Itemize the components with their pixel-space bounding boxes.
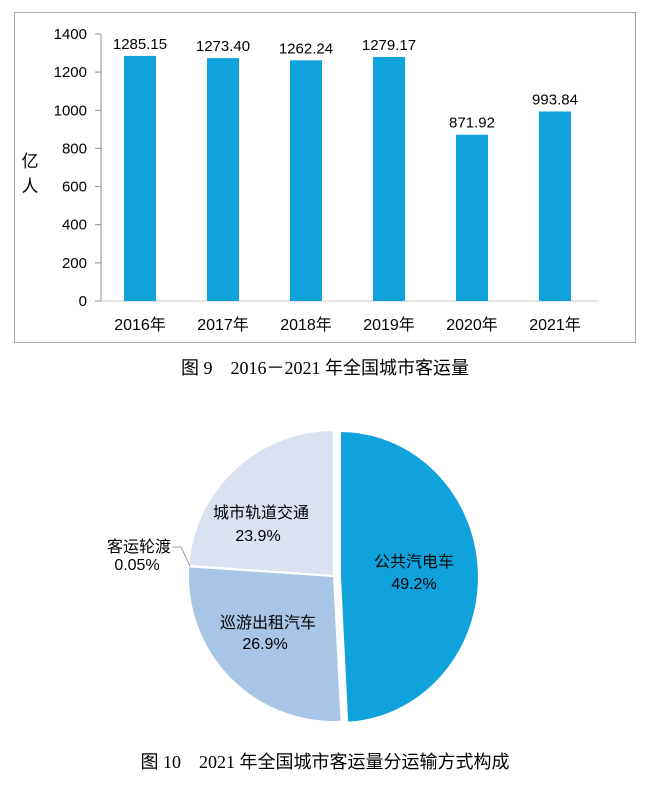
y-axis-unit-label: 人 xyxy=(22,177,39,196)
pie-label-passenger-ferry: 客运轮渡 xyxy=(107,538,171,556)
pie-label-urban-rail: 城市轨道交通 xyxy=(213,504,309,522)
figure9-caption: 图 9 2016－2021 年全国城市客运量 xyxy=(181,358,469,378)
x-category-label: 2019年 xyxy=(363,316,415,334)
y-tick-label: 600 xyxy=(62,179,87,196)
y-tick-label: 800 xyxy=(62,140,87,157)
bar-value-label: 1273.40 xyxy=(196,38,250,55)
bar-chart-urban-passenger-volume: 0 200 400 600 800 1000 1200 1400 1285.15 2016年 127… xyxy=(22,26,599,334)
y-tick-label: 1400 xyxy=(54,26,87,43)
y-tick-label: 1000 xyxy=(54,102,87,119)
ferry-leader-line xyxy=(172,546,191,567)
figure10-area: 公共汽电车 49.2% 巡游出租汽车 26.9% 客运轮渡 0.05% 城市轨道交通 23.9… xyxy=(0,400,650,745)
x-category-label: 2016年 xyxy=(114,316,166,334)
y-tick-label: 400 xyxy=(62,217,87,234)
figure10-caption: 图 10 2021 年全国城市客运量分运输方式构成 xyxy=(140,752,510,772)
x-category-label: 2020年 xyxy=(446,316,498,334)
bar-2021年 xyxy=(539,111,571,301)
x-category-label: 2017年 xyxy=(197,316,249,334)
bar-2016年 xyxy=(124,55,156,302)
pie-slice-urban-rail xyxy=(187,428,335,578)
pie-label-public-bus: 公共汽电车 xyxy=(374,553,454,571)
y-tick-label: 200 xyxy=(62,255,87,272)
bar-value-label: 1285.15 xyxy=(113,36,167,53)
pie-pct-public-bus: 49.2% xyxy=(391,576,436,593)
bar-2017年 xyxy=(207,58,239,301)
y-tick-label: 0 xyxy=(79,293,87,310)
bar-value-label: 993.84 xyxy=(532,92,578,109)
pie-pct-cruising-taxi: 26.9% xyxy=(242,636,287,653)
pie-pct-urban-rail: 23.9% xyxy=(235,528,280,545)
pie-pct-passenger-ferry: 0.05% xyxy=(114,557,159,574)
bar-2019年 xyxy=(373,57,405,301)
pie-slice-cruising-taxi xyxy=(186,565,343,723)
pie-slice-public-bus xyxy=(339,429,480,724)
bar-value-label: 871.92 xyxy=(449,115,495,132)
x-category-label: 2021年 xyxy=(529,316,581,334)
bar-2018年 xyxy=(290,60,322,301)
bar-value-label: 1262.24 xyxy=(279,40,333,57)
x-category-label: 2018年 xyxy=(280,316,332,334)
y-tick-label: 1200 xyxy=(54,64,87,81)
y-axis-unit-label: 亿 xyxy=(22,152,39,171)
bar-value-label: 1279.17 xyxy=(362,37,416,54)
figure9-frame: 0 200 400 600 800 1000 1200 1400 1285.15 2016年 127… xyxy=(14,12,636,343)
bar-2020年 xyxy=(456,134,488,301)
pie-label-cruising-taxi: 巡游出租汽车 xyxy=(220,614,316,632)
